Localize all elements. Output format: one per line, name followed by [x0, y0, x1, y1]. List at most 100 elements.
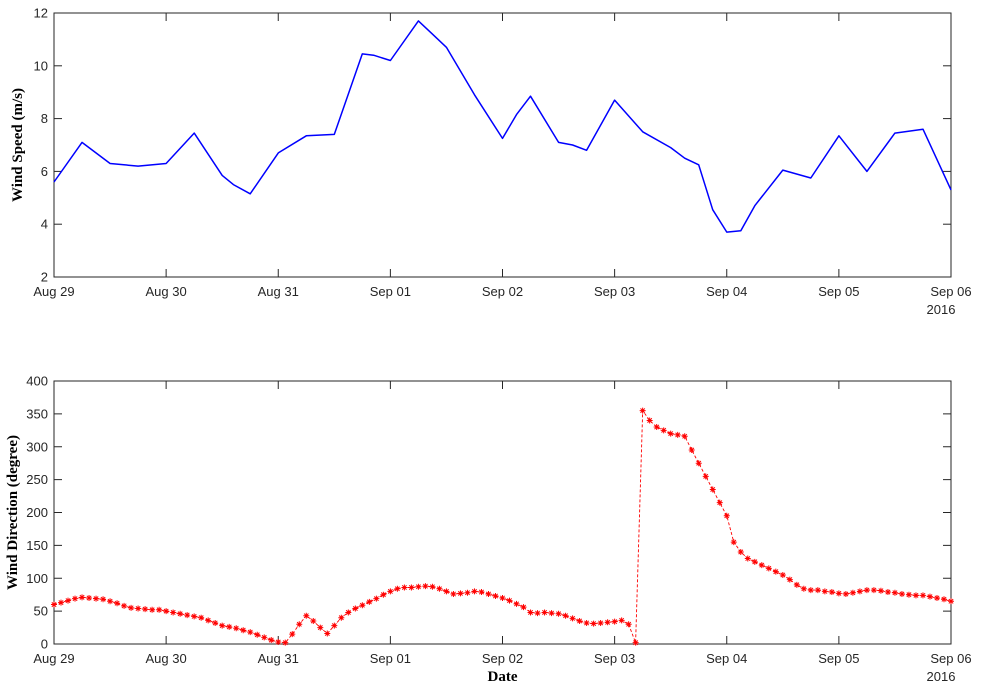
- y-tick-label: 12: [34, 6, 48, 21]
- data-point: [597, 619, 604, 626]
- data-point: [492, 593, 499, 600]
- x-tick-label: Aug 31: [258, 651, 299, 666]
- x-tick-label: Sep 04: [706, 651, 747, 666]
- data-point: [345, 609, 352, 616]
- data-point: [842, 591, 849, 598]
- data-point: [506, 597, 513, 604]
- y-tick-label: 0: [41, 637, 48, 652]
- data-point: [611, 618, 618, 625]
- x-tick-label: Sep 06: [930, 651, 971, 666]
- data-point: [310, 617, 317, 624]
- data-point: [436, 585, 443, 592]
- x-tick-label: Sep 01: [370, 284, 411, 299]
- data-point: [569, 615, 576, 622]
- data-point: [303, 612, 310, 619]
- data-point: [590, 620, 597, 627]
- data-point: [128, 604, 135, 611]
- data-point: [471, 588, 478, 595]
- plot-frame: [53, 380, 952, 645]
- data-point: [142, 606, 149, 613]
- y-tick-label: 400: [26, 374, 48, 389]
- y-tick-label: 2: [41, 270, 48, 285]
- data-point: [716, 499, 723, 506]
- data-point: [58, 599, 65, 606]
- x-tick-label: Sep 01: [370, 651, 411, 666]
- year-label: 2016: [927, 302, 956, 317]
- data-point: [352, 605, 359, 612]
- data-point: [674, 431, 681, 438]
- data-point: [891, 589, 898, 596]
- data-point: [394, 585, 401, 592]
- year-label: 2016: [927, 669, 956, 684]
- data-point: [688, 447, 695, 454]
- data-point: [926, 593, 933, 600]
- data-point: [933, 594, 940, 601]
- x-axis-title: Date: [488, 669, 518, 685]
- data-point: [233, 625, 240, 632]
- y-axis-title: Wind Direction (degree): [5, 435, 21, 590]
- data-point: [786, 576, 793, 583]
- x-tick-label: Sep 04: [706, 284, 747, 299]
- data-point: [520, 604, 527, 611]
- x-tick-label: Aug 29: [33, 284, 74, 299]
- data-point: [93, 595, 100, 602]
- data-point: [156, 606, 163, 613]
- data-point: [184, 612, 191, 619]
- x-tick-label: Aug 29: [33, 651, 74, 666]
- data-point: [401, 584, 408, 591]
- data-point: [940, 596, 947, 603]
- data-point: [170, 609, 177, 616]
- x-tick-label: Aug 30: [146, 284, 187, 299]
- series-line: [53, 20, 952, 233]
- data-point: [821, 588, 828, 595]
- x-tick-label: Sep 03: [594, 651, 635, 666]
- data-point: [807, 587, 814, 594]
- data-point: [205, 617, 212, 624]
- y-tick-label: 10: [34, 58, 48, 73]
- data-point: [114, 600, 121, 607]
- data-point: [660, 427, 667, 434]
- x-tick-label: Sep 05: [818, 284, 859, 299]
- data-point: [905, 591, 912, 598]
- data-point: [324, 630, 331, 637]
- data-point: [625, 621, 632, 628]
- y-tick-label: 200: [26, 505, 48, 520]
- data-point: [261, 634, 268, 641]
- y-tick-label: 50: [34, 604, 48, 619]
- x-tick-label: Sep 02: [482, 284, 523, 299]
- data-point: [107, 598, 114, 605]
- data-point: [948, 598, 954, 605]
- data-point: [646, 417, 653, 424]
- data-point: [429, 583, 436, 590]
- data-point: [779, 571, 786, 578]
- data-point: [86, 594, 93, 601]
- data-point: [849, 589, 856, 596]
- data-point: [541, 609, 548, 616]
- data-point: [800, 585, 807, 592]
- data-point: [100, 596, 107, 603]
- y-tick-label: 4: [41, 217, 48, 232]
- data-point: [919, 592, 926, 599]
- data-point: [198, 614, 205, 621]
- data-point: [681, 433, 688, 440]
- data-point: [912, 592, 919, 599]
- wind-direction-chart: 0 50 100 150 200 250 300 350 400 Aug 29 Aug 30 Aug …: [5, 374, 972, 686]
- data-point: [478, 589, 485, 596]
- data-point: [163, 608, 170, 615]
- data-point: [653, 424, 660, 431]
- data-point: [443, 588, 450, 595]
- data-point: [135, 605, 142, 612]
- data-point: [212, 619, 219, 626]
- data-point: [758, 562, 765, 569]
- x-tick-label: Aug 30: [146, 651, 187, 666]
- data-point: [191, 613, 198, 620]
- data-point: [618, 617, 625, 624]
- data-point: [408, 584, 415, 591]
- data-point: [835, 590, 842, 597]
- data-point: [282, 639, 289, 646]
- y-tick-label: 6: [41, 164, 48, 179]
- data-point: [723, 512, 730, 519]
- data-point: [296, 621, 303, 628]
- data-point: [737, 548, 744, 555]
